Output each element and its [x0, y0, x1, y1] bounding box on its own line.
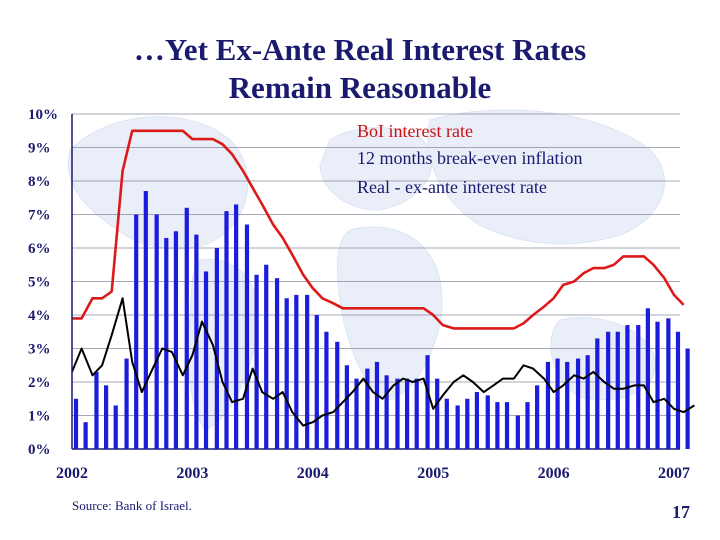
source-note: Source: Bank of Israel.: [72, 498, 192, 513]
x-tick-label: 2006: [538, 465, 570, 482]
y-tick-label: 4%: [28, 308, 51, 324]
real-ex-ante-rate-line: [71, 297, 695, 427]
inflation-bar: [555, 358, 560, 449]
inflation-bar: [294, 294, 299, 449]
y-tick-label: 5%: [28, 275, 51, 291]
inflation-bar: [203, 271, 209, 449]
y-tick-label: 2%: [28, 375, 51, 391]
inflation-bar: [274, 278, 280, 449]
inflation-bar: [284, 298, 289, 449]
x-tick-label: 2004: [297, 465, 329, 482]
inflation-bar: [234, 204, 239, 449]
inflation-bar: [324, 331, 329, 449]
inflation-bar: [344, 365, 349, 449]
inflation-bar: [404, 378, 410, 449]
inflation-bar: [414, 378, 419, 449]
inflation-bar: [645, 308, 650, 449]
y-tick-label: 7%: [28, 208, 51, 224]
slide-title-line-1: …Yet Ex-Ante Real Interest Rates: [133, 32, 587, 67]
inflation-bar: [455, 405, 460, 449]
page-number: 17: [672, 502, 690, 522]
y-tick-label: 3%: [28, 342, 51, 358]
inflation-bar: [504, 402, 510, 449]
inflation-bar: [173, 231, 179, 449]
axes: 0% 1% 2% 3% 4% 5% 6% 7% 8% 9% 10% 2002 2003 2004 2005 2…: [28, 107, 690, 482]
inflation-bar: [113, 405, 118, 449]
inflation-bar: [264, 264, 269, 449]
inflation-bar: [83, 422, 88, 449]
inflation-bar: [305, 294, 310, 449]
y-tick-label: 1%: [28, 409, 51, 425]
inflation-bar: [565, 361, 570, 449]
inflation-bar: [384, 375, 389, 449]
inflation-bar: [335, 341, 340, 449]
boi-interest-rate-line: [72, 129, 685, 330]
break-even-inflation-bars: [73, 191, 690, 450]
legend-break-even-inflation: 12 months break-even inflation: [357, 148, 582, 168]
inflation-bar: [395, 378, 400, 449]
x-tick-label: 2003: [176, 465, 208, 482]
inflation-bar: [435, 378, 440, 449]
inflation-bar: [655, 321, 660, 449]
inflation-bar: [675, 331, 681, 449]
inflation-bar: [525, 402, 530, 449]
legend-boi-interest-rate: BoI interest rate: [357, 121, 473, 141]
inflation-bar: [154, 214, 159, 449]
inflation-bar: [685, 348, 690, 449]
inflation-bar: [354, 378, 359, 449]
inflation-bar: [606, 331, 611, 449]
y-tick-label: 6%: [28, 241, 51, 257]
x-tick-label: 2002: [56, 465, 88, 482]
inflation-bar: [73, 398, 79, 449]
slide-title-line-2: Remain Reasonable: [228, 70, 492, 105]
inflation-bar: [595, 338, 600, 449]
inflation-bar: [425, 355, 430, 449]
inflation-bar: [515, 415, 520, 449]
inflation-bar: [134, 214, 139, 449]
inflation-bar: [615, 331, 620, 449]
inflation-bar: [374, 361, 380, 449]
inflation-bar: [184, 207, 189, 449]
x-tick-label: 2005: [417, 465, 449, 482]
inflation-bar: [585, 355, 590, 449]
inflation-bar: [314, 315, 319, 449]
y-tick-label: 8%: [28, 174, 51, 190]
y-tick-label: 9%: [28, 141, 51, 157]
legend-real-ex-ante-rate: Real - ex-ante interest rate: [357, 177, 547, 197]
inflation-bar: [465, 398, 470, 449]
inflation-bar: [143, 191, 148, 450]
inflation-bar: [575, 358, 581, 449]
inflation-bar: [666, 318, 671, 449]
inflation-bar: [636, 325, 641, 449]
inflation-bar: [124, 358, 129, 449]
inflation-bar: [244, 224, 250, 449]
y-tick-label: 10%: [28, 107, 58, 123]
inflation-bar: [365, 368, 370, 449]
inflation-bar: [495, 402, 500, 449]
inflation-bar: [103, 385, 109, 449]
inflation-bar: [444, 398, 449, 449]
inflation-bar: [485, 395, 490, 449]
y-tick-label: 0%: [28, 442, 51, 458]
inflation-bar: [474, 392, 480, 449]
inflation-bar: [545, 361, 551, 449]
x-tick-label: 2007: [658, 465, 690, 482]
inflation-bar: [254, 274, 259, 449]
legend: BoI interest rate 12 months break-even i…: [357, 121, 582, 197]
inflation-bar: [94, 371, 99, 449]
inflation-bar: [224, 211, 229, 449]
inflation-bar: [214, 248, 219, 449]
inflation-bar: [164, 237, 169, 449]
inflation-bar: [535, 385, 540, 449]
rate-lines: [71, 129, 695, 427]
